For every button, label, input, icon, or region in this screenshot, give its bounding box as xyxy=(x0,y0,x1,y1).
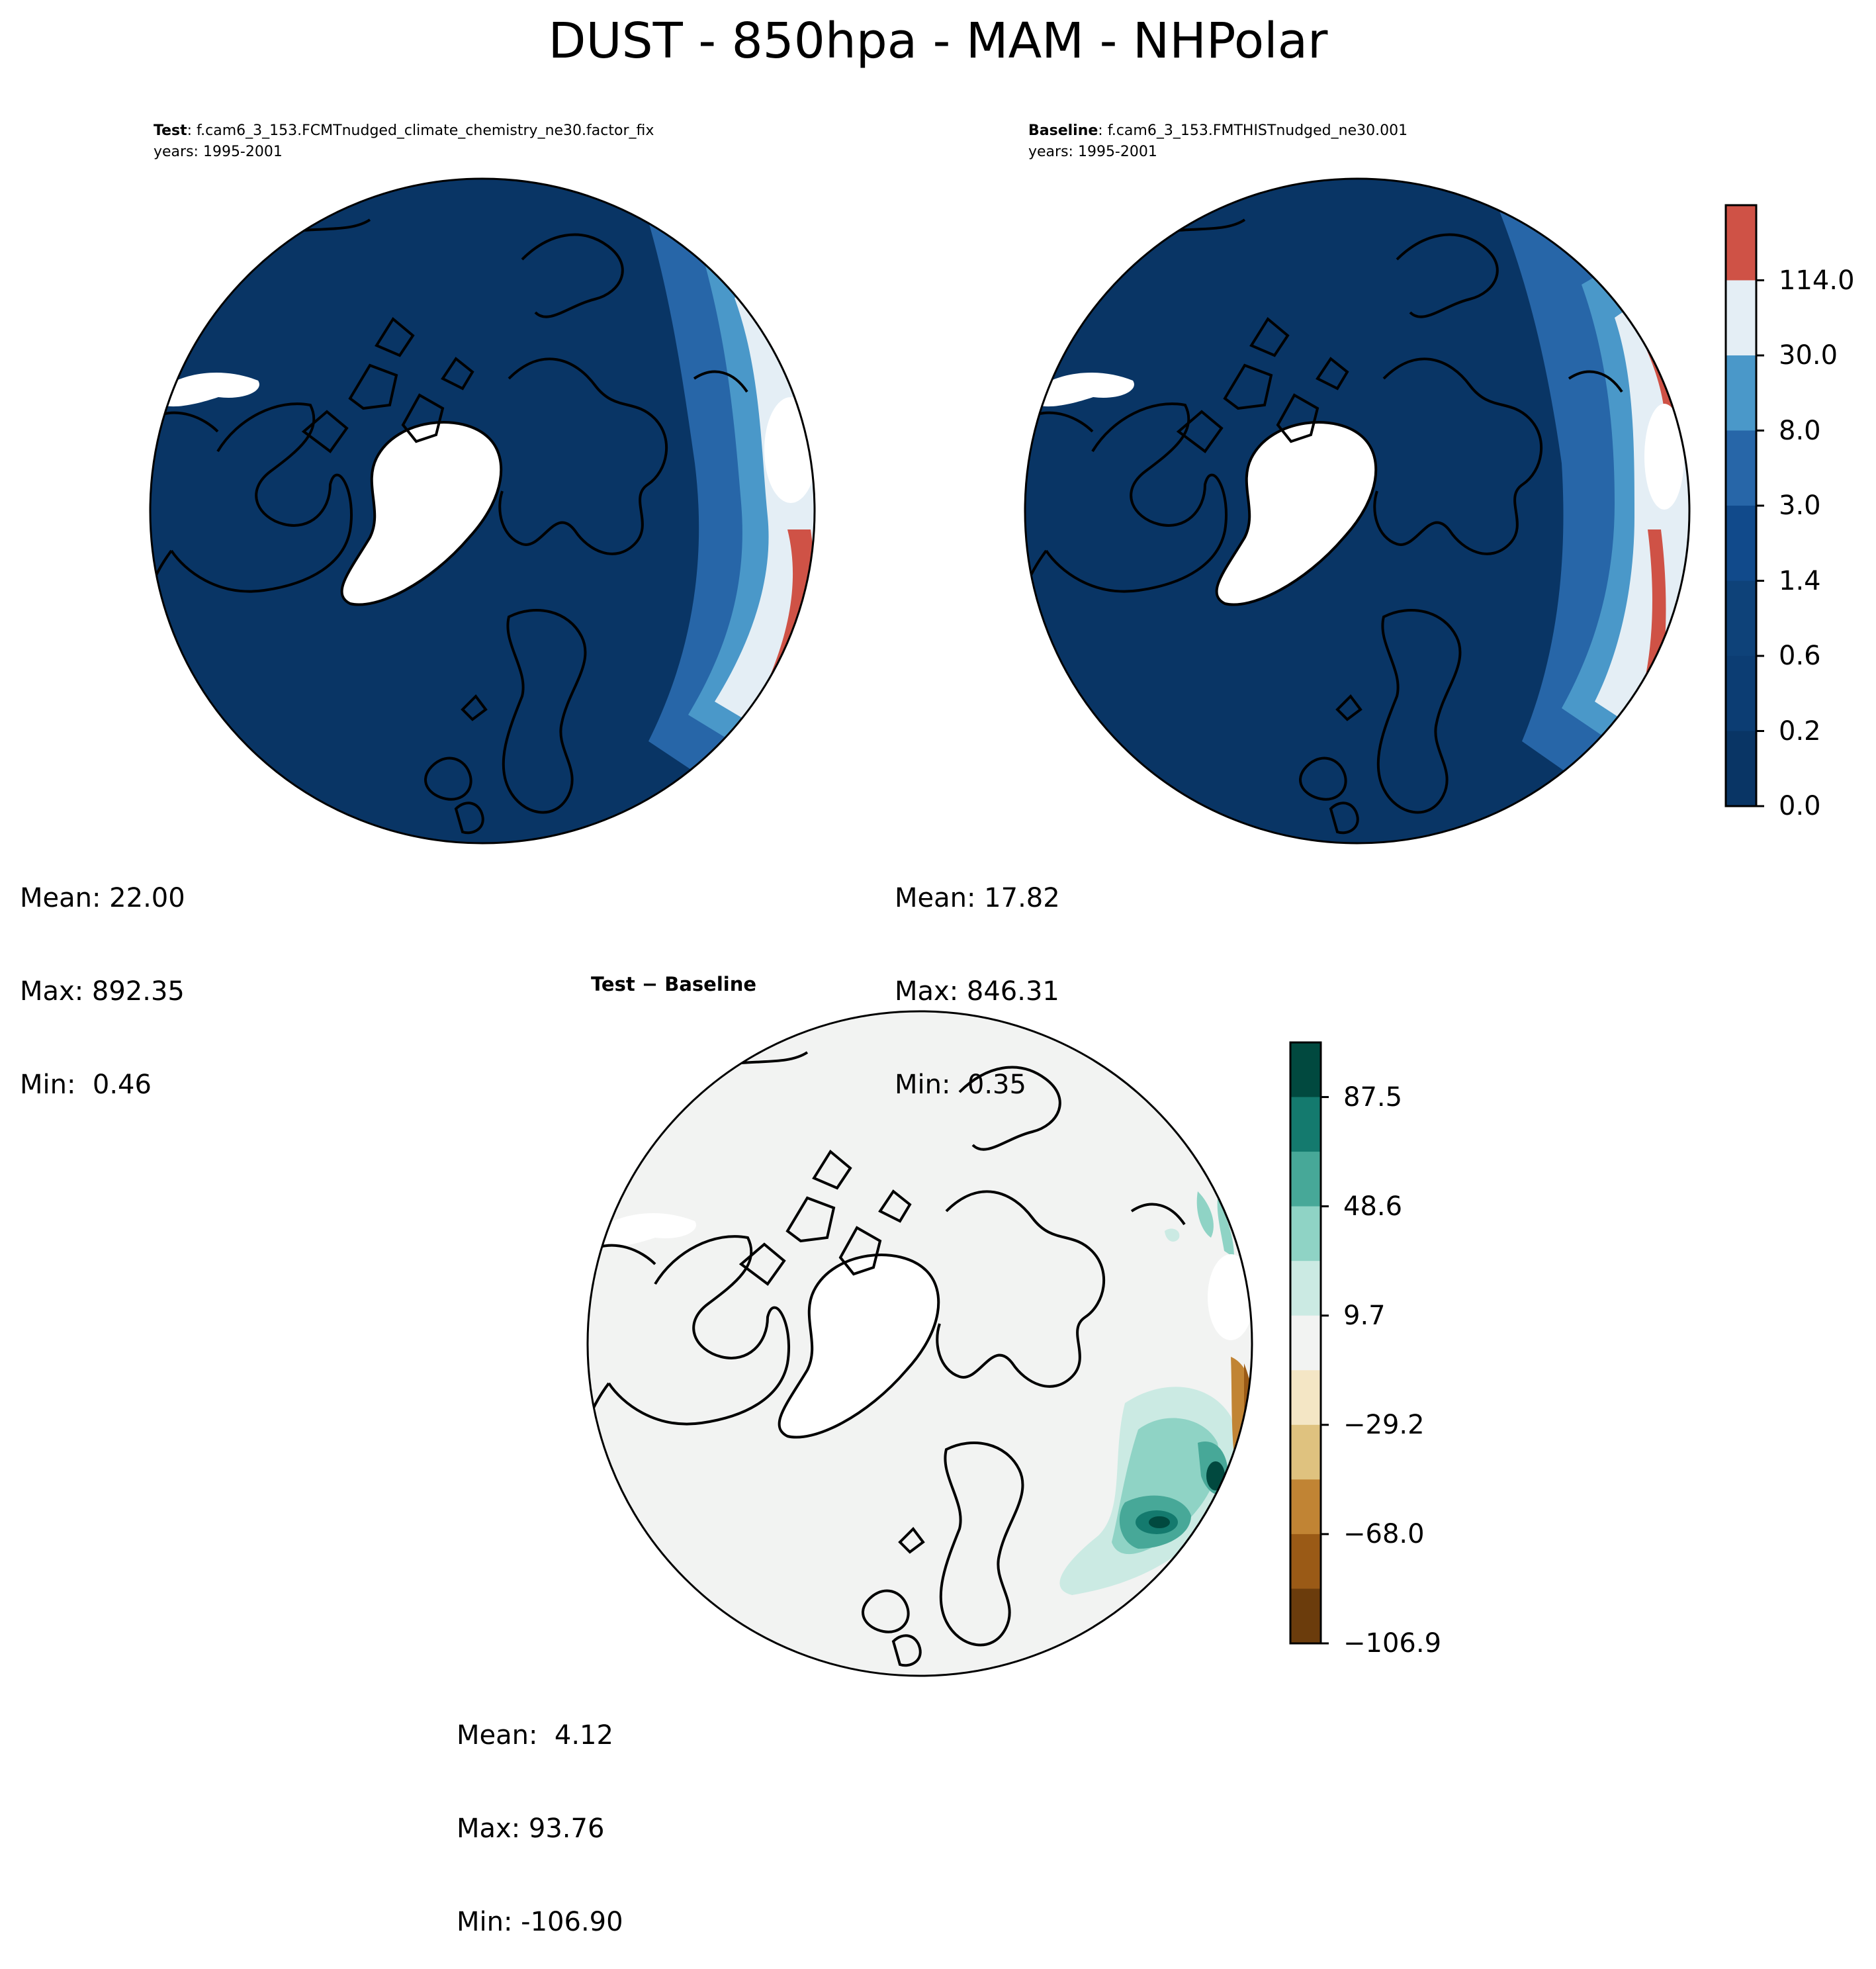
colorbar-main-tick-label-2: 8.0 xyxy=(1779,415,1821,446)
colorbar-diff-swatch-9 xyxy=(1290,1534,1321,1589)
baseline-stats: Mean: 17.82 Max: 846.31 Min: 0.35 xyxy=(895,821,1060,1132)
baseline-min: Min: 0.35 xyxy=(895,1070,1026,1100)
colorbar-diff xyxy=(1289,1041,1329,1645)
colorbar-main xyxy=(1724,204,1764,807)
figure-title: DUST - 850hpa - MAM - NHPolar xyxy=(548,13,1328,69)
test-case-name: : f.cam6_3_153.FCMTnudged_climate_chemis… xyxy=(187,122,654,139)
colorbar-diff-tick-label-1: 48.6 xyxy=(1343,1191,1403,1222)
baseline-map xyxy=(1024,177,1691,845)
colorbar-diff-swatch-5 xyxy=(1290,1315,1321,1371)
diff-map xyxy=(586,1010,1253,1677)
baseline-case-name: : f.cam6_3_153.FMTHISTnudged_ne30.001 xyxy=(1098,122,1408,139)
colorbar-diff-swatch-6 xyxy=(1290,1370,1321,1426)
colorbar-diff-tick-label-3: −29.2 xyxy=(1343,1409,1425,1440)
colorbar-main-tick-label-1: 30.0 xyxy=(1779,340,1838,371)
colorbar-main-swatch-0 xyxy=(1726,205,1756,281)
diff-min: Min: -106.90 xyxy=(457,1907,623,1937)
colorbar-diff-swatch-4 xyxy=(1290,1261,1321,1316)
colorbar-main-tick-label-6: 0.2 xyxy=(1779,715,1821,747)
diff-stats: Mean: 4.12 Max: 93.76 Min: -106.90 xyxy=(457,1658,623,1969)
colorbar-main-tick-label-7: 0.0 xyxy=(1779,791,1821,821)
colorbar-diff-swatch-10 xyxy=(1290,1588,1321,1644)
colorbar-main-tick-label-0: 114.0 xyxy=(1779,265,1855,296)
test-mean: Mean: 22.00 xyxy=(20,883,185,913)
colorbar-diff-swatch-8 xyxy=(1290,1479,1321,1535)
test-map xyxy=(149,177,816,845)
baseline-label: Baseline xyxy=(1028,122,1098,139)
test-years: years: 1995-2001 xyxy=(154,144,283,160)
test-max: Max: 892.35 xyxy=(20,976,185,1007)
figure-canvas xyxy=(149,177,1764,1677)
colorbar-main-swatch-7 xyxy=(1726,731,1756,807)
colorbar-main-swatch-1 xyxy=(1726,280,1756,356)
colorbar-diff-swatch-0 xyxy=(1290,1042,1321,1098)
test-case-line: Test: f.cam6_3_153.FCMTnudged_climate_ch… xyxy=(154,122,654,140)
baseline-max: Max: 846.31 xyxy=(895,976,1059,1007)
colorbar-main-swatch-4 xyxy=(1726,506,1756,581)
colorbar-diff-tick-label-5: −106.9 xyxy=(1343,1628,1442,1659)
test-label: Test xyxy=(154,122,187,139)
baseline-years: years: 1995-2001 xyxy=(1028,144,1157,160)
diff-title: Test − Baseline xyxy=(591,973,757,995)
colorbar-diff-tick-label-2: 9.7 xyxy=(1343,1300,1386,1331)
colorbar-main-swatch-2 xyxy=(1726,355,1756,431)
baseline-mean: Mean: 17.82 xyxy=(895,883,1060,913)
test-min: Min: 0.46 xyxy=(20,1070,152,1100)
colorbar-main-swatch-3 xyxy=(1726,430,1756,506)
colorbar-main-swatch-5 xyxy=(1726,580,1756,657)
colorbar-diff-swatch-3 xyxy=(1290,1206,1321,1261)
colorbar-diff-tick-label-0: 87.5 xyxy=(1343,1081,1403,1113)
colorbar-diff-swatch-1 xyxy=(1290,1097,1321,1152)
colorbar-diff-swatch-2 xyxy=(1290,1152,1321,1207)
diff-max: Max: 93.76 xyxy=(457,1813,605,1844)
diff-mean: Mean: 4.12 xyxy=(457,1720,613,1751)
colorbar-main-tick-label-3: 3.0 xyxy=(1779,490,1821,521)
colorbar-main-tick-label-4: 1.4 xyxy=(1779,565,1821,596)
colorbar-diff-frame xyxy=(1289,1041,1322,1645)
test-stats: Mean: 22.00 Max: 892.35 Min: 0.46 xyxy=(20,821,185,1132)
colorbar-main-swatch-6 xyxy=(1726,656,1756,731)
baseline-case-line: Baseline: f.cam6_3_153.FMTHISTnudged_ne3… xyxy=(1028,122,1407,140)
colorbar-diff-tick-label-4: −68.0 xyxy=(1343,1518,1425,1549)
colorbar-main-tick-label-5: 0.6 xyxy=(1779,641,1821,671)
colorbar-diff-swatch-7 xyxy=(1290,1424,1321,1480)
